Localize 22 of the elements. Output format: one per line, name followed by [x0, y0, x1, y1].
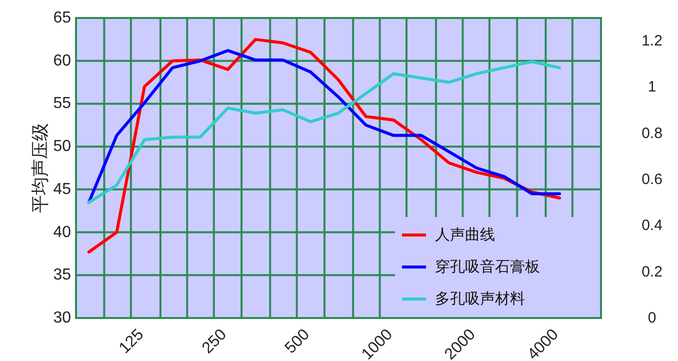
x-tick-label: 125: [116, 326, 148, 358]
y2-tick-label: 0.6: [642, 171, 662, 188]
y2-tick-label: 0.2: [642, 263, 662, 280]
y-tick-label: 40: [53, 224, 72, 241]
y-tick-label: 50: [53, 138, 72, 156]
y-tick-label: 45: [53, 180, 72, 198]
x-tick-label: 500: [282, 326, 314, 358]
x-tick-label: 250: [199, 326, 230, 358]
legend-label: 多孔吸声材料: [435, 290, 525, 308]
y-tick-label: 55: [53, 95, 72, 112]
y-tick-label: 65: [53, 10, 72, 26]
y2-tick-label: 1.2: [642, 32, 662, 50]
y-tick-label: 30: [53, 310, 72, 326]
y2-tick-label: 1: [648, 78, 656, 96]
y2-tick-label: 0.4: [642, 217, 662, 234]
y2-tick-label: 0.8: [642, 124, 662, 142]
legend-label: 人声曲线: [435, 226, 495, 244]
legend-label: 穿孔吸音石膏板: [435, 258, 540, 276]
y-tick-label: 35: [53, 266, 72, 284]
y2-tick-label: 0: [648, 310, 656, 326]
y-tick-label: 60: [53, 52, 72, 70]
y-axis-title: 平均声压级: [30, 123, 50, 213]
